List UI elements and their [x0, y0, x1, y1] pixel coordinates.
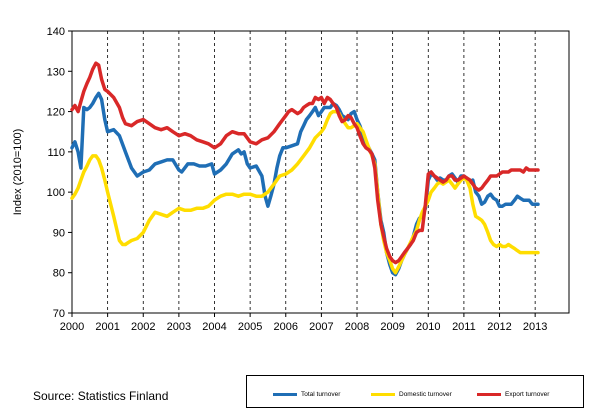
x-tick-label: 2000 — [60, 321, 84, 333]
y-tick-label: 80 — [53, 268, 65, 280]
x-tick-label: 2010 — [416, 321, 440, 333]
y-axis-label: Index (2010=100) — [12, 129, 24, 216]
export-turnover-line — [70, 61, 540, 265]
x-tick-label: 2004 — [202, 321, 226, 333]
legend-item-domestic: Domestic turnover — [371, 389, 452, 399]
legend-label-total: Total turnover — [301, 390, 341, 398]
y-tick-label: 90 — [53, 227, 65, 239]
x-axis: 2000 2001 2002 2003 2004 2005 2006 2007 2008 2009… — [60, 313, 547, 333]
series-lines — [70, 61, 540, 277]
y-tick-label: 100 — [47, 187, 65, 199]
y-tick-label: 120 — [47, 107, 65, 119]
x-tick-label: 2008 — [345, 321, 369, 333]
source-note: Source: Statistics Finland — [33, 389, 169, 403]
legend-item-export: Export turnover — [477, 389, 549, 399]
y-tick-label: 110 — [47, 147, 65, 159]
x-tick-label: 2007 — [309, 321, 333, 333]
legend: Total turnover Domestic turnover Export … — [246, 375, 584, 408]
x-tick-label: 2002 — [131, 321, 155, 333]
legend-label-export: Export turnover — [505, 390, 550, 398]
vertical-gridlines — [107, 31, 536, 313]
plot-area — [71, 30, 570, 314]
y-tick-label: 70 — [53, 308, 65, 320]
legend-swatch-domestic — [371, 392, 395, 396]
x-tick-label: 2001 — [95, 321, 119, 333]
y-tick-label: 130 — [47, 66, 65, 78]
x-tick-label: 2013 — [523, 321, 547, 333]
legend-label-domestic: Domestic turnover — [399, 390, 452, 398]
x-tick-label: 2005 — [238, 321, 262, 333]
legend-swatch-total — [273, 392, 297, 396]
x-tick-label: 2003 — [167, 321, 191, 333]
legend-item-total: Total turnover — [273, 389, 340, 399]
y-axis: 70 80 90 100 110 120 130 140 — [47, 26, 72, 320]
x-tick-label: 2006 — [274, 321, 298, 333]
x-tick-label: 2012 — [487, 321, 511, 333]
x-tick-label: 2011 — [452, 321, 476, 333]
legend-swatch-export — [477, 392, 501, 396]
x-tick-label: 2009 — [380, 321, 404, 333]
y-tick-label: 140 — [47, 26, 65, 38]
